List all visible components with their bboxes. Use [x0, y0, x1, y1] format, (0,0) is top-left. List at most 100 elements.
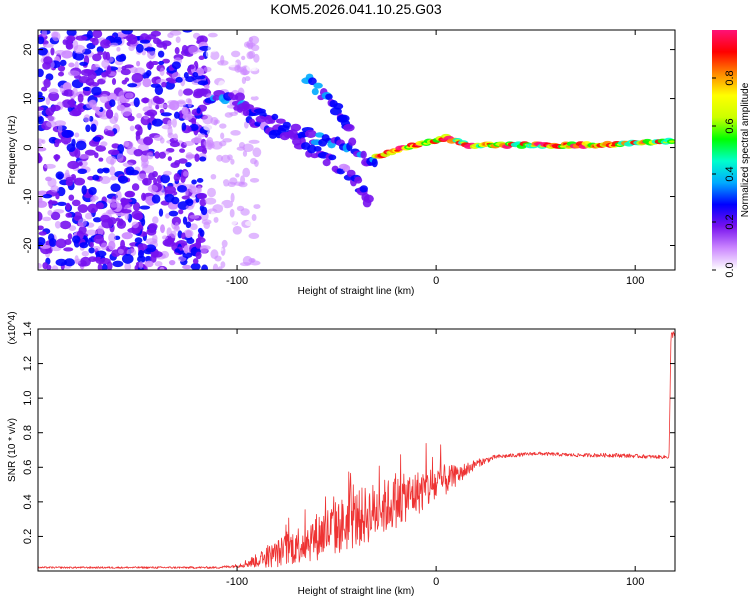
sparse-noise-cell: [213, 216, 219, 223]
noise-field-cell: [42, 262, 49, 270]
noise-field-cell: [183, 72, 189, 79]
noise-field-cell: [47, 200, 58, 205]
figure-title: KOM5.2026.041.10.25.G03: [270, 1, 441, 17]
noise-field-cell: [100, 242, 108, 251]
noise-field-cell: [54, 220, 61, 229]
noise-field-cell: [137, 243, 148, 251]
noise-field-cell: [101, 59, 110, 69]
sparse-noise-cell: [242, 143, 254, 153]
sparse-noise-cell: [236, 188, 244, 198]
sparse-noise-cell: [230, 130, 241, 136]
noise-field-cell: [99, 214, 111, 223]
sparse-noise-cell: [218, 80, 226, 91]
noise-field-cell: [191, 118, 197, 126]
noise-field-cell: [157, 50, 165, 58]
noise-field-cell: [57, 65, 66, 72]
sparse-noise-cell: [249, 177, 260, 183]
noise-field-cell: [159, 266, 165, 270]
noise-field-cell: [47, 177, 57, 188]
noise-field-cell: [48, 88, 59, 94]
noise-field-cell: [71, 235, 81, 244]
noise-field-cell: [155, 104, 160, 110]
noise-field-cell: [77, 168, 88, 175]
noise-field-cell: [158, 60, 165, 66]
noise-field-cell: [186, 237, 195, 244]
noise-field-cell: [178, 89, 184, 97]
noise-field-cell: [173, 133, 178, 141]
noise-field-cell: [124, 191, 134, 198]
sparse-noise-cell: [232, 249, 242, 259]
noise-field-cell: [86, 30, 94, 40]
noise-field-cell: [167, 156, 172, 162]
noise-field-cell: [141, 97, 150, 104]
noise-field-cell: [181, 232, 186, 240]
noise-field-cell: [175, 76, 183, 83]
sparse-noise-cell: [232, 41, 244, 49]
sparse-noise-cell: [210, 232, 221, 242]
noise-field-cell: [116, 46, 121, 52]
noise-field-cell: [137, 125, 143, 136]
noise-field-cell: [91, 64, 99, 71]
noise-field-cell: [183, 245, 189, 254]
noise-field-cell: [73, 211, 83, 222]
noise-field-cell: [181, 106, 189, 116]
trace-upper-cell: [348, 137, 357, 146]
sparse-noise-cell: [227, 39, 234, 47]
noise-field-cell: [167, 120, 172, 127]
noise-field-cell: [54, 154, 59, 162]
noise-field-cell: [90, 123, 97, 133]
noise-field-cell: [106, 261, 113, 270]
noise-field-cell: [61, 129, 73, 138]
noise-field-cell: [189, 214, 200, 219]
noise-field-cell: [50, 47, 55, 56]
spectrogram-ylabel: Frequency (Hz): [7, 116, 18, 185]
spectrogram-marks: [38, 30, 675, 270]
noise-field-cell: [38, 196, 43, 204]
noise-field-cell: [192, 71, 199, 78]
sparse-noise-cell: [205, 106, 218, 116]
noise-field-cell: [38, 147, 47, 152]
noise-field-cell: [112, 260, 124, 268]
noise-field-cell: [99, 93, 109, 104]
sparse-noise-cell: [220, 132, 225, 140]
sparse-noise-cell: [207, 44, 219, 53]
trace-branch-cell: [343, 123, 355, 132]
noise-field-cell: [92, 53, 102, 62]
snr-ylabel: SNR (10 * v/v): [7, 418, 18, 482]
sparse-noise-cell: [248, 50, 256, 59]
noise-field-cell: [77, 218, 87, 228]
noise-field-cell: [92, 174, 100, 181]
noise-field-cell: [88, 186, 97, 196]
sparse-noise-cell: [242, 150, 248, 157]
noise-field-cell: [45, 97, 51, 106]
noise-field-cell: [185, 198, 194, 207]
trace-upper-cell: [290, 123, 302, 132]
noise-field-cell: [72, 87, 78, 98]
noise-field-cell: [174, 47, 180, 55]
noise-field-cell: [38, 36, 45, 45]
noise-field-cell: [167, 103, 176, 110]
noise-field-cell: [154, 261, 163, 267]
noise-field-cell: [105, 108, 114, 119]
noise-field-cell: [38, 236, 46, 246]
noise-field-cell: [185, 154, 197, 159]
noise-field-cell: [79, 61, 89, 66]
noise-field-cell: [197, 227, 203, 234]
noise-field-cell: [76, 103, 83, 110]
noise-field-cell: [66, 143, 76, 153]
sparse-noise-cell: [204, 197, 217, 205]
noise-field-cell: [81, 250, 90, 257]
noise-field-cell: [108, 240, 116, 251]
noise-field-cell: [38, 111, 42, 118]
noise-field-cell: [131, 72, 144, 83]
noise-field-cell: [152, 251, 163, 258]
noise-field-cell: [152, 234, 158, 243]
noise-field-cell: [38, 153, 42, 163]
noise-field-cell: [167, 99, 179, 105]
colorbar-tick-label: 0.4: [724, 166, 736, 181]
noise-field-cell: [196, 178, 204, 183]
noise-field-cell: [182, 113, 193, 121]
noise-field-cell: [100, 141, 108, 147]
sparse-noise-cell: [210, 50, 220, 61]
sparse-noise-cell: [203, 66, 212, 73]
